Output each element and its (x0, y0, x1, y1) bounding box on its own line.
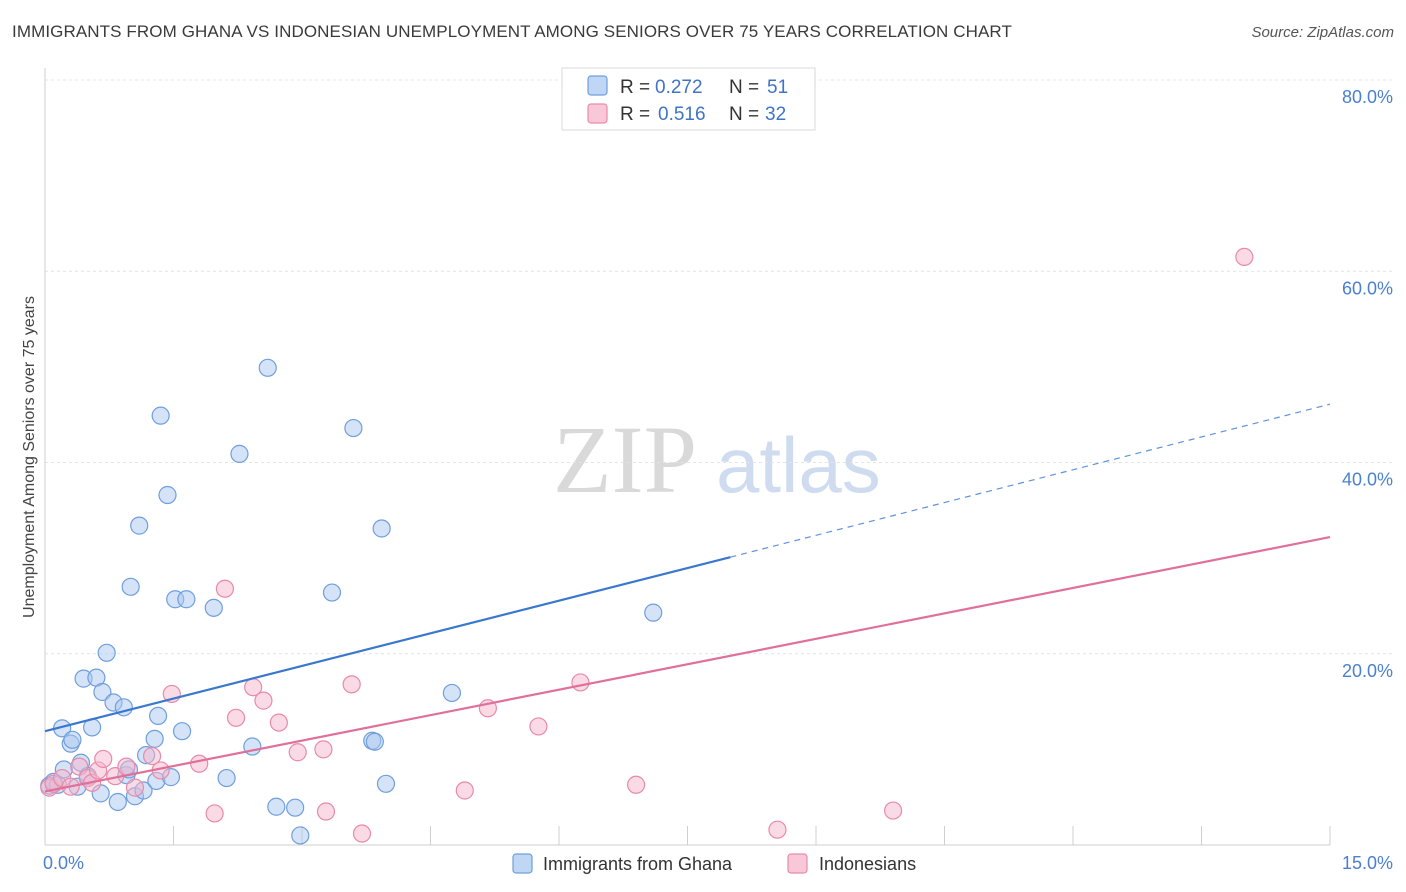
y-tick-labels: 20.0% 40.0% 60.0% 80.0% (1342, 87, 1393, 681)
data-point (158, 485, 177, 505)
data-point (455, 781, 474, 800)
data-point (97, 643, 116, 662)
data-point (342, 675, 361, 694)
bottom-legend-label-indonesians: Indonesians (819, 854, 916, 874)
y-tick-label: 60.0% (1342, 278, 1393, 298)
watermark-atlas: atlas (716, 421, 881, 509)
data-point (148, 706, 168, 726)
data-point (883, 801, 903, 820)
data-point (267, 797, 286, 816)
stats-legend: R = 0.272 N = 51 R = 0.516 N = 32 (561, 67, 816, 131)
x-tick-label-max: 15.0% (1342, 853, 1393, 873)
legend-n-value-indonesians: 32 (765, 104, 786, 125)
data-point (291, 826, 310, 845)
gridlines (45, 79, 1392, 655)
data-point (108, 792, 127, 812)
data-point (93, 682, 112, 702)
trendline-dashed (730, 403, 1331, 558)
series-legend: Immigrants from Ghana Indonesians (512, 853, 916, 874)
data-point (288, 743, 307, 762)
legend-r-value-indonesians: 0.516 (658, 104, 706, 125)
data-point (151, 406, 170, 425)
data-point (376, 774, 396, 793)
data-point (177, 590, 196, 609)
data-point (217, 768, 236, 788)
data-point (344, 418, 363, 438)
data-point (269, 713, 288, 732)
data-point (254, 691, 273, 710)
data-point (205, 804, 224, 823)
source-label: Source: ZipAtlas.com (1251, 24, 1394, 41)
data-point (314, 740, 333, 759)
legend-swatch-ghana (587, 75, 608, 96)
data-point (316, 802, 336, 821)
bottom-legend-swatch-ghana (512, 853, 533, 874)
legend-n-value-ghana: 51 (767, 77, 788, 98)
data-point (230, 444, 249, 463)
data-point (626, 775, 646, 794)
data-point (322, 583, 342, 602)
data-point (226, 708, 246, 727)
bottom-legend-swatch-indonesians (787, 853, 808, 874)
legend-r-label-ghana: R = (620, 77, 650, 98)
bottom-legend-label-ghana: Immigrants from Ghana (543, 854, 733, 874)
data-point (529, 717, 548, 736)
y-tick-label: 80.0% (1342, 87, 1393, 107)
data-point (204, 598, 223, 617)
data-point (365, 732, 384, 751)
legend-swatch-indonesians (587, 103, 608, 124)
x-tick-labels: 0.0% 15.0% (43, 853, 1393, 873)
data-point (352, 824, 372, 843)
series-indonesians (40, 247, 1254, 843)
data-point (644, 603, 663, 622)
legend-r-value-ghana: 0.272 (655, 77, 703, 98)
y-tick-label: 40.0% (1342, 470, 1393, 490)
data-point (442, 683, 462, 703)
watermark-zip: ZIP (553, 406, 697, 513)
y-tick-label: 20.0% (1342, 661, 1393, 681)
trendline-solid (44, 556, 731, 733)
data-point (94, 749, 113, 769)
data-point (145, 729, 164, 748)
data-point (130, 516, 149, 535)
trendlines (44, 403, 1331, 793)
data-point (117, 757, 136, 776)
legend-n-label-indonesians: N = (729, 104, 759, 125)
legend-r-label-indonesians: R = (620, 104, 650, 125)
data-point (215, 579, 234, 598)
data-point (172, 722, 192, 741)
chart-title: IMMIGRANTS FROM GHANA VS INDONESIAN UNEM… (12, 22, 1012, 41)
data-point (190, 754, 209, 773)
data-point (571, 673, 590, 692)
data-point (768, 820, 787, 839)
trendline-solid (44, 536, 1331, 793)
data-point (142, 746, 162, 766)
legend-n-label-ghana: N = (729, 77, 759, 98)
data-point (121, 577, 140, 596)
data-point (63, 730, 82, 749)
data-point (1235, 247, 1254, 267)
data-point (372, 519, 391, 538)
watermark: ZIP atlas (553, 406, 881, 513)
data-point (258, 358, 277, 377)
data-point (286, 798, 305, 817)
y-axis-label: Unemployment Among Seniors over 75 years (21, 296, 38, 618)
data-point (125, 778, 145, 797)
x-tick-label-min: 0.0% (43, 853, 84, 873)
